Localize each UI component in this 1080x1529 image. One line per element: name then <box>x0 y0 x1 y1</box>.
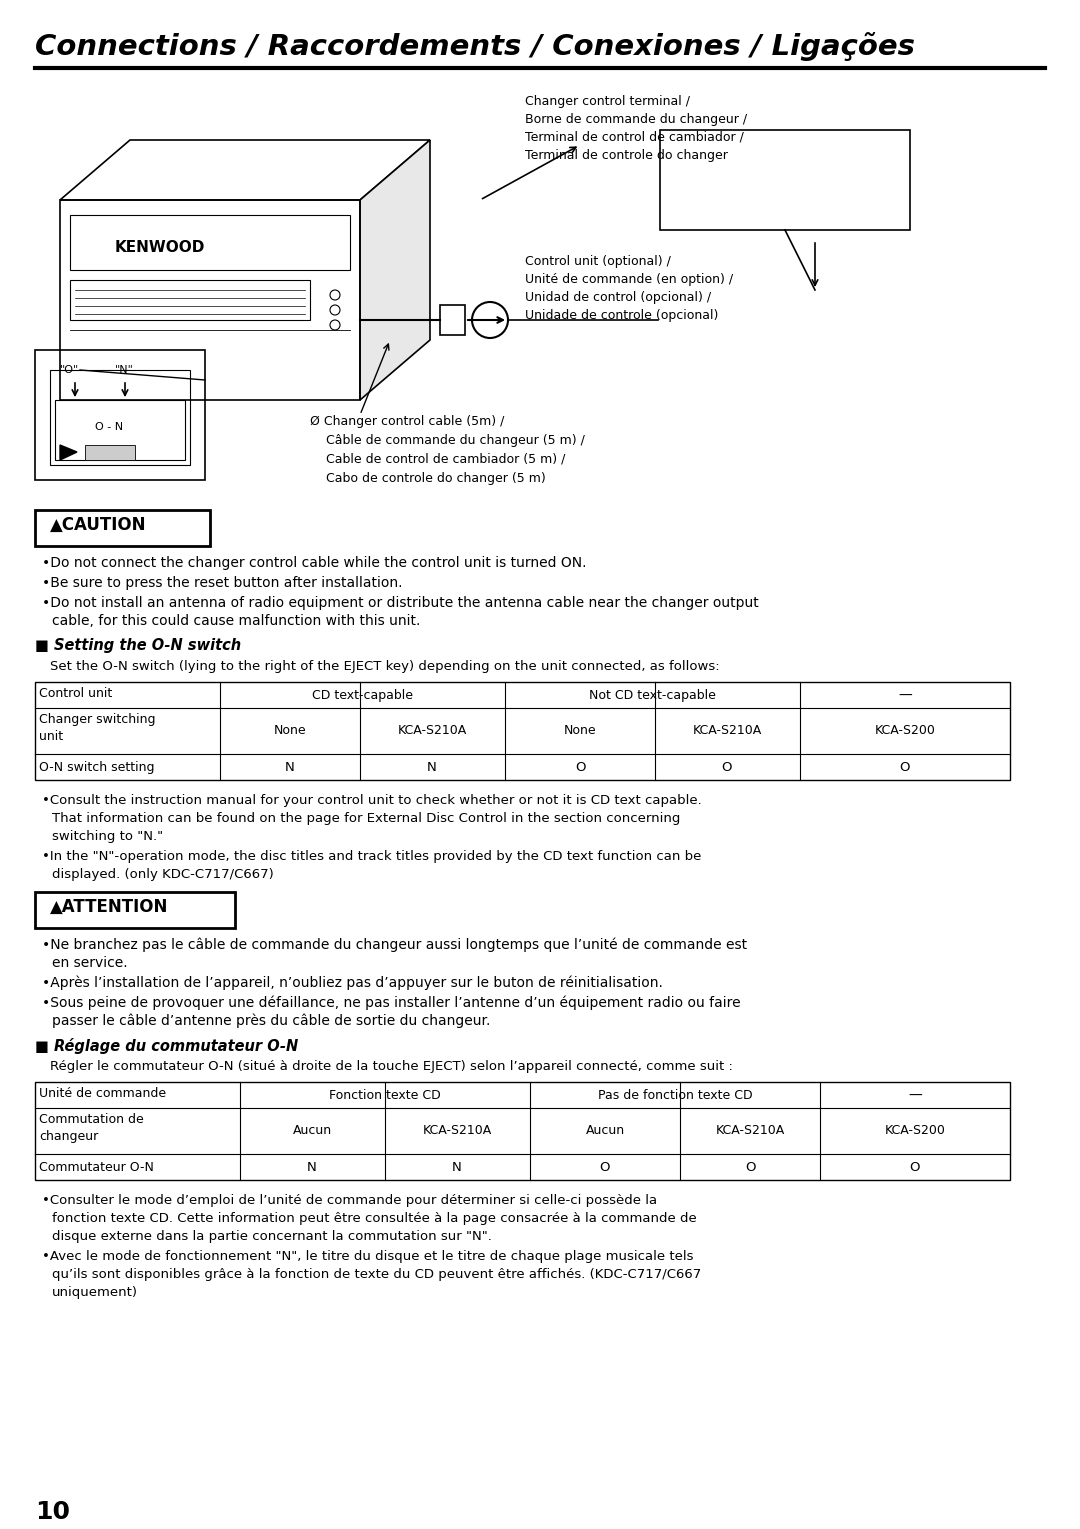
Text: N: N <box>427 761 437 774</box>
Text: passer le câble d’antenne près du câble de sortie du changeur.: passer le câble d’antenne près du câble … <box>52 1014 490 1029</box>
Text: O-N switch setting: O-N switch setting <box>39 761 154 774</box>
Bar <box>35 350 205 480</box>
Text: O: O <box>575 761 585 774</box>
Text: Commutation de
changeur: Commutation de changeur <box>39 1113 144 1144</box>
Text: •In the "N"-operation mode, the disc titles and track titles provided by the CD : •In the "N"-operation mode, the disc tit… <box>42 850 701 862</box>
Polygon shape <box>60 445 77 460</box>
Text: O: O <box>721 761 732 774</box>
Text: KCA-S210A: KCA-S210A <box>692 725 761 737</box>
Bar <box>50 370 190 465</box>
Text: fonction texte CD. Cette information peut être consultée à la page consacrée à l: fonction texte CD. Cette information peu… <box>52 1212 697 1225</box>
Text: Aucun: Aucun <box>585 1124 624 1138</box>
Text: ■ Setting the O-N switch: ■ Setting the O-N switch <box>35 638 241 653</box>
Text: Changer control terminal /
Borne de commande du changeur /
Terminal de control d: Changer control terminal / Borne de comm… <box>525 95 747 162</box>
Text: Set the O-N switch (lying to the right of the EJECT key) depending on the unit c: Set the O-N switch (lying to the right o… <box>50 661 719 673</box>
Text: 10: 10 <box>35 1500 70 1524</box>
Text: •Consult the instruction manual for your control unit to check whether or not it: •Consult the instruction manual for your… <box>42 794 702 807</box>
Text: KCA-S200: KCA-S200 <box>875 725 935 737</box>
Text: Fonction texte CD: Fonction texte CD <box>329 1089 441 1102</box>
Text: —: — <box>908 1089 922 1102</box>
Text: Unité de commande: Unité de commande <box>39 1087 166 1099</box>
Bar <box>35 511 210 546</box>
Text: switching to "N.": switching to "N." <box>52 830 163 842</box>
Text: •Ne branchez pas le câble de commande du changeur aussi longtemps que l’unité de: •Ne branchez pas le câble de commande du… <box>42 937 747 953</box>
Text: None: None <box>273 725 307 737</box>
Text: O - N: O - N <box>95 422 123 433</box>
Polygon shape <box>60 141 430 200</box>
Text: Aucun: Aucun <box>293 1124 332 1138</box>
Bar <box>85 445 135 460</box>
Text: "N": "N" <box>114 365 134 375</box>
Text: O: O <box>909 1161 920 1174</box>
Text: KCA-S200: KCA-S200 <box>885 1124 945 1138</box>
Text: disque externe dans la partie concernant la commutation sur "N".: disque externe dans la partie concernant… <box>52 1229 491 1243</box>
Text: qu’ils sont disponibles grâce à la fonction de texte du CD peuvent être affichés: qu’ils sont disponibles grâce à la fonct… <box>52 1268 701 1281</box>
Text: Connections / Raccordements / Conexiones / Ligações: Connections / Raccordements / Conexiones… <box>35 32 915 61</box>
Text: —: — <box>899 690 912 703</box>
Bar <box>70 280 310 320</box>
Text: Control unit: Control unit <box>39 687 112 700</box>
Text: •Consulter le mode d’emploi de l’unité de commande pour déterminer si celle-ci p: •Consulter le mode d’emploi de l’unité d… <box>42 1194 657 1206</box>
Text: Ø Changer control cable (5m) /
    Câble de commande du changeur (5 m) /
    Cab: Ø Changer control cable (5m) / Câble de … <box>310 414 585 485</box>
Bar <box>70 216 350 271</box>
Text: O: O <box>900 761 910 774</box>
Text: •Avec le mode de fonctionnement "N", le titre du disque et le titre de chaque pl: •Avec le mode de fonctionnement "N", le … <box>42 1251 693 1263</box>
Text: None: None <box>564 725 596 737</box>
Text: ▲CAUTION: ▲CAUTION <box>50 515 147 534</box>
Bar <box>35 1083 1010 1180</box>
Polygon shape <box>360 141 430 401</box>
Text: Pas de fonction texte CD: Pas de fonction texte CD <box>597 1089 753 1102</box>
Bar <box>660 130 910 229</box>
Text: •Be sure to press the reset button after installation.: •Be sure to press the reset button after… <box>42 576 403 590</box>
Bar <box>35 891 235 928</box>
Text: ▲ATTENTION: ▲ATTENTION <box>50 898 168 916</box>
Text: Commutateur O-N: Commutateur O-N <box>39 1161 153 1174</box>
Text: displayed. (only KDC-C717/C667): displayed. (only KDC-C717/C667) <box>52 868 273 881</box>
Text: en service.: en service. <box>52 956 127 969</box>
Text: uniquement): uniquement) <box>52 1286 138 1300</box>
Text: ■ Réglage du commutateur O-N: ■ Réglage du commutateur O-N <box>35 1038 298 1053</box>
Bar <box>35 682 1010 780</box>
Bar <box>55 401 185 460</box>
Bar <box>440 304 465 335</box>
Text: cable, for this could cause malfunction with this unit.: cable, for this could cause malfunction … <box>52 615 420 628</box>
Text: "O": "O" <box>60 365 79 375</box>
Text: N: N <box>453 1161 462 1174</box>
Text: That information can be found on the page for External Disc Control in the secti: That information can be found on the pag… <box>52 812 680 826</box>
Text: N: N <box>307 1161 316 1174</box>
Text: •Do not install an antenna of radio equipment or distribute the antenna cable ne: •Do not install an antenna of radio equi… <box>42 596 759 610</box>
Text: •Après l’installation de l’appareil, n’oubliez pas d’appuyer sur le buton de réi: •Après l’installation de l’appareil, n’o… <box>42 976 663 991</box>
Text: KENWOOD: KENWOOD <box>114 240 205 255</box>
Text: CD text-capable: CD text-capable <box>311 690 413 702</box>
Text: Régler le commutateur O-N (situé à droite de la touche EJECT) selon l’appareil c: Régler le commutateur O-N (situé à droit… <box>50 1060 733 1073</box>
Text: KCA-S210A: KCA-S210A <box>715 1124 785 1138</box>
Text: •Do not connect the changer control cable while the control unit is turned ON.: •Do not connect the changer control cabl… <box>42 557 586 570</box>
Text: •Sous peine de provoquer une défaillance, ne pas installer l’antenne d’un équipe: •Sous peine de provoquer une défaillance… <box>42 995 741 1011</box>
Text: Not CD text-capable: Not CD text-capable <box>589 690 715 702</box>
Text: Changer switching
unit: Changer switching unit <box>39 713 156 743</box>
Text: KCA-S210A: KCA-S210A <box>422 1124 491 1138</box>
Text: KCA-S210A: KCA-S210A <box>397 725 467 737</box>
Text: O: O <box>599 1161 610 1174</box>
Text: Control unit (optional) /
Unité de commande (en option) /
Unidad de control (opc: Control unit (optional) / Unité de comma… <box>525 255 733 323</box>
Bar <box>60 200 360 401</box>
Text: N: N <box>285 761 295 774</box>
Text: O: O <box>745 1161 755 1174</box>
